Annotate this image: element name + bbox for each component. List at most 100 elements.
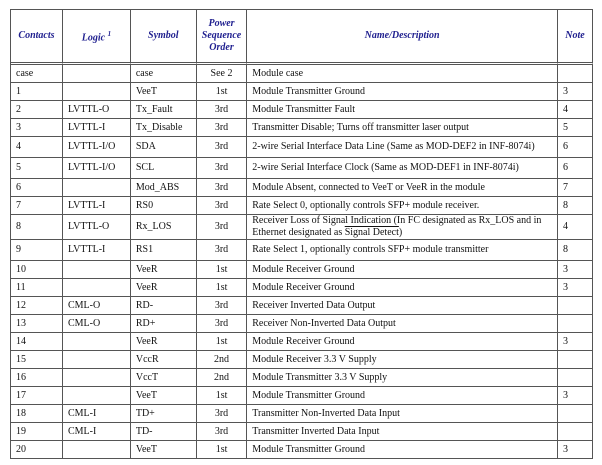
contact-cell: 16	[11, 369, 63, 387]
logic-cell	[62, 279, 131, 297]
table-row: 5 LVTTL-I/O SCL 3rd 2-wire Serial Interface …	[11, 158, 593, 179]
logic-cell: LVTTL-I	[62, 197, 131, 215]
power-sequence-cell: 3rd	[196, 423, 248, 441]
header-power-line: Sequence	[201, 30, 242, 41]
table-row: 3 LVTTL-I Tx_Disable 3rd Transmitter Disable…	[11, 119, 593, 137]
header-logic: Logic 1	[62, 10, 131, 65]
power-sequence-cell: 1st	[196, 261, 248, 279]
symbol-cell: RD+	[130, 315, 197, 333]
table-row: 13 CML-O RD+ 3rd Receiver Non-Inverted Data …	[11, 315, 593, 333]
note-cell: 4	[558, 215, 593, 240]
description-cell: Module Receiver Ground	[247, 261, 559, 279]
logic-cell: LVTTL-I/O	[62, 137, 131, 158]
symbol-cell: VeeT	[130, 83, 197, 101]
power-sequence-cell: 3rd	[196, 315, 248, 333]
symbol-cell: Tx_Disable	[130, 119, 197, 137]
symbol-cell: VeeR	[130, 333, 197, 351]
table-row: 16 VccT 2nd Module Transmitter 3.3 V Supply	[11, 369, 593, 387]
note-cell: 3	[558, 279, 593, 297]
power-sequence-cell: 3rd	[196, 405, 248, 423]
note-cell: 3	[558, 333, 593, 351]
contact-cell: 3	[11, 119, 63, 137]
signal-detect-overlined: Signal Detect	[344, 227, 399, 238]
note-cell: 8	[558, 240, 593, 261]
logic-cell	[62, 351, 131, 369]
power-sequence-cell: 1st	[196, 387, 248, 405]
note-cell: 4	[558, 101, 593, 119]
table-row: 10 VeeR 1st Module Receiver Ground 3	[11, 261, 593, 279]
contact-cell: case	[11, 65, 63, 83]
note-cell: 3	[558, 387, 593, 405]
table-row: 8 LVTTL-O Rx_LOS 3rd Receiver Loss of Signal…	[11, 215, 593, 240]
contact-cell: 1	[11, 83, 63, 101]
table-row: 12 CML-O RD- 3rd Receiver Inverted Data Outp…	[11, 297, 593, 315]
note-cell	[558, 297, 593, 315]
description-cell: Module Transmitter Fault	[247, 101, 559, 119]
description-cell: Module Receiver Ground	[247, 333, 559, 351]
description-cell: Module case	[247, 65, 559, 83]
symbol-cell: VeeT	[130, 441, 197, 459]
contact-cell: 13	[11, 315, 63, 333]
header-power-line: Power	[208, 18, 235, 29]
table-row: 14 VeeR 1st Module Receiver Ground 3	[11, 333, 593, 351]
power-sequence-cell: 2nd	[196, 369, 248, 387]
note-cell	[558, 65, 593, 83]
contact-cell: 2	[11, 101, 63, 119]
table-row: 9 LVTTL-I RS1 3rd Rate Select 1, optionally …	[11, 240, 593, 261]
note-cell: 3	[558, 261, 593, 279]
symbol-cell: VeeT	[130, 387, 197, 405]
note-cell: 3	[558, 83, 593, 101]
logic-cell	[62, 333, 131, 351]
contact-cell: 6	[11, 179, 63, 197]
description-text: Receiver Loss of Signal Indication (In F…	[252, 215, 542, 238]
header-row: Contacts Logic 1 Symbol Power Sequence Ord…	[11, 10, 593, 65]
description-cell: Module Transmitter Ground	[247, 387, 559, 405]
description-cell: Receiver Inverted Data Output	[247, 297, 559, 315]
note-cell: 6	[558, 137, 593, 158]
note-cell: 7	[558, 179, 593, 197]
description-cell: Module Transmitter Ground	[247, 441, 559, 459]
logic-cell: LVTTL-O	[62, 101, 131, 119]
power-sequence-cell: 3rd	[196, 215, 248, 240]
symbol-cell: Mod_ABS	[130, 179, 197, 197]
header-contacts: Contacts	[11, 10, 63, 65]
symbol-cell: VeeR	[130, 279, 197, 297]
table-row: 4 LVTTL-I/O SDA 3rd 2-wire Serial Interface …	[11, 137, 593, 158]
contact-cell: 17	[11, 387, 63, 405]
power-sequence-cell: 1st	[196, 279, 248, 297]
logic-cell: CML-I	[62, 423, 131, 441]
symbol-cell: VeeR	[130, 261, 197, 279]
note-cell	[558, 405, 593, 423]
power-sequence-cell: See 2	[196, 65, 248, 83]
table-row: 20 VeeT 1st Module Transmitter Ground 3	[11, 441, 593, 459]
note-cell	[558, 351, 593, 369]
logic-cell: CML-I	[62, 405, 131, 423]
table-row: 7 LVTTL-I RS0 3rd Rate Select 0, optionally …	[11, 197, 593, 215]
power-sequence-cell: 1st	[196, 441, 248, 459]
symbol-cell: case	[130, 65, 197, 83]
description-cell: Transmitter Inverted Data Input	[247, 423, 559, 441]
power-sequence-cell: 3rd	[196, 119, 248, 137]
contact-cell: 18	[11, 405, 63, 423]
logic-cell: LVTTL-I	[62, 119, 131, 137]
symbol-cell: RS1	[130, 240, 197, 261]
power-sequence-cell: 3rd	[196, 137, 248, 158]
table-row: 19 CML-I TD- 3rd Transmitter Inverted Data I…	[11, 423, 593, 441]
description-end: )	[398, 227, 403, 238]
contact-cell: 20	[11, 441, 63, 459]
power-sequence-cell: 3rd	[196, 297, 248, 315]
header-power-sequence: Power Sequence Order	[196, 10, 248, 65]
logic-cell	[62, 261, 131, 279]
contact-cell: 14	[11, 333, 63, 351]
table-row: 11 VeeR 1st Module Receiver Ground 3	[11, 279, 593, 297]
contact-cell: 5	[11, 158, 63, 179]
pin-definition-table: Contacts Logic 1 Symbol Power Sequence Ord…	[10, 9, 593, 459]
logic-cell: LVTTL-I/O	[62, 158, 131, 179]
description-cell: Module Absent, connected to VeeT or VeeR…	[247, 179, 559, 197]
header-logic-label: Logic	[81, 32, 106, 44]
table-row: 15 VccR 2nd Module Receiver 3.3 V Supply	[11, 351, 593, 369]
power-sequence-cell: 3rd	[196, 240, 248, 261]
symbol-cell: TD-	[130, 423, 197, 441]
contact-cell: 11	[11, 279, 63, 297]
logic-cell: CML-O	[62, 315, 131, 333]
